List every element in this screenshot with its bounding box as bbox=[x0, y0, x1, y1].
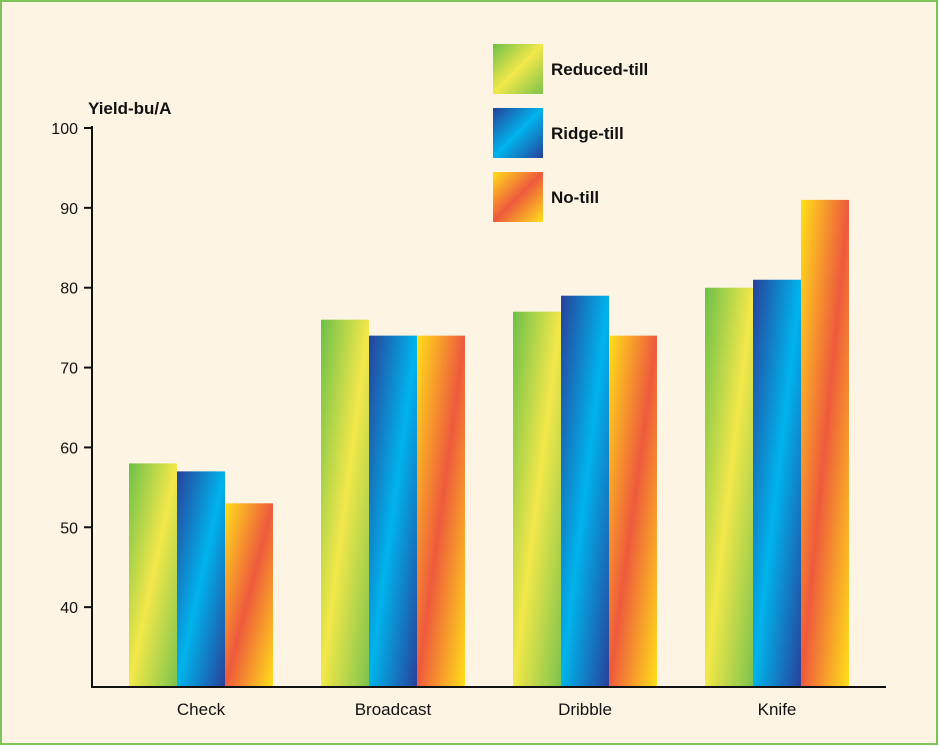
bar-check-no-till bbox=[225, 503, 273, 687]
bar-knife-no-till bbox=[801, 199, 849, 687]
legend-label: No-till bbox=[551, 188, 599, 207]
legend-label: Reduced-till bbox=[551, 60, 648, 79]
y-tick-label: 100 bbox=[51, 121, 78, 138]
y-tick-label: 90 bbox=[60, 201, 78, 218]
bar-dribble-ridge-till bbox=[561, 295, 609, 687]
legend-swatch bbox=[493, 172, 543, 222]
y-tick-label: 70 bbox=[60, 361, 78, 378]
bar-dribble-no-till bbox=[609, 335, 657, 687]
legend-label: Ridge-till bbox=[551, 124, 624, 143]
y-tick-label: 60 bbox=[60, 440, 78, 457]
bar-knife-reduced-till bbox=[705, 287, 753, 687]
y-tick-label: 40 bbox=[60, 600, 78, 617]
legend: Reduced-till Ridge-till No-till bbox=[493, 44, 648, 222]
bar-knife-ridge-till bbox=[753, 279, 801, 687]
bar-check-reduced-till bbox=[129, 463, 177, 687]
y-tick-label: 50 bbox=[60, 520, 78, 537]
bar-broadcast-ridge-till bbox=[369, 335, 417, 687]
x-category-label: Broadcast bbox=[355, 700, 432, 719]
bar-broadcast-reduced-till bbox=[321, 319, 369, 687]
legend-swatch bbox=[493, 44, 543, 94]
x-category-label: Dribble bbox=[558, 700, 612, 719]
y-axis-label: Yield-bu/A bbox=[88, 99, 171, 118]
bar-broadcast-no-till bbox=[417, 335, 465, 687]
bar-check-ridge-till bbox=[177, 471, 225, 687]
y-tick-label: 80 bbox=[60, 281, 78, 298]
bar-dribble-reduced-till bbox=[513, 311, 561, 687]
legend-swatch bbox=[493, 108, 543, 158]
x-category-label: Knife bbox=[758, 700, 797, 719]
x-category-label: Check bbox=[177, 700, 226, 719]
